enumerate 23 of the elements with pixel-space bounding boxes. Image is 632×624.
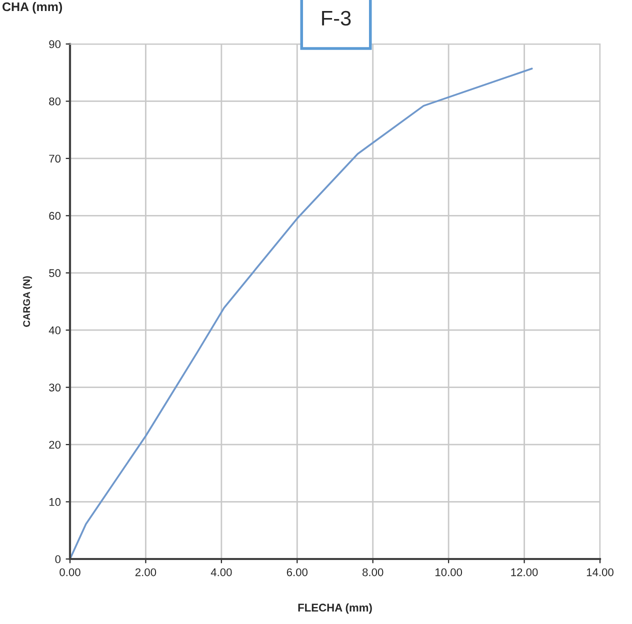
y-tick-label: 50 [49, 269, 61, 278]
text: F-3 [322, 10, 351, 26]
x-tick-label: 12.00 [511, 568, 538, 576]
x-tick-label: 6.00 [286, 568, 308, 576]
x-tick-label: 14.00 [586, 568, 614, 576]
x-tick-label: 4.00 [210, 568, 232, 576]
y-tick-label: 70 [49, 154, 61, 163]
y-axis-title: CARGA (N) [22, 276, 32, 327]
x-tick-label: 10.00 [436, 568, 462, 576]
y-tick-label: 90 [49, 40, 61, 48]
x-tick-label: 8.00 [362, 568, 384, 576]
y-tick-label: 30 [49, 384, 61, 392]
y-tick-label: 20 [49, 440, 61, 449]
y-tick-label: 10 [49, 498, 61, 506]
x-tick-label: 2.00 [135, 568, 156, 576]
y-tick-label: 60 [49, 212, 61, 220]
y-tick-label: 40 [48, 326, 61, 334]
x-axis-title: FLECHA (mm) [298, 603, 372, 614]
line-series [70, 68, 533, 559]
x-tick-label: 0.00 [60, 568, 80, 576]
text: CHA (mm) [2, 2, 62, 14]
y-tick-label: 0 [55, 555, 61, 564]
y-tick-label: 80 [49, 97, 61, 106]
